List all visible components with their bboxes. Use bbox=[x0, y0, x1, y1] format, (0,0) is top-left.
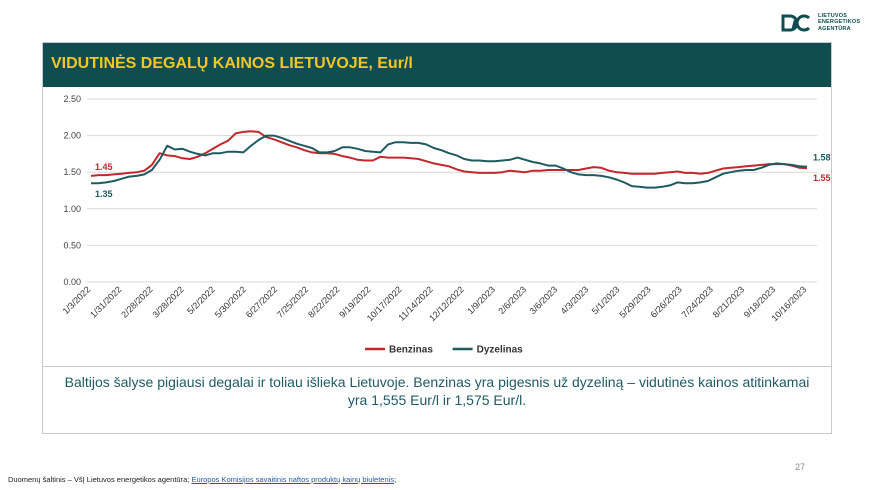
x-tick-label: 5/1/2023 bbox=[590, 284, 622, 316]
x-tick-label: 7/24/2023 bbox=[680, 284, 715, 319]
logo-text-line1: LIETUVOS bbox=[818, 13, 848, 19]
logo-text-line3: AGENTŪRA bbox=[818, 25, 851, 32]
y-tick-label: 0.50 bbox=[63, 240, 81, 250]
start-value-label: 1.35 bbox=[95, 189, 113, 199]
x-tick-label: 4/3/2023 bbox=[559, 284, 591, 316]
x-tick-label: 8/21/2023 bbox=[711, 284, 746, 319]
agency-logo: LIETUVOS ENERGETIKOS AGENTŪRA bbox=[781, 10, 860, 40]
x-tick-label: 1/9/2023 bbox=[465, 284, 497, 316]
y-tick-label: 2.00 bbox=[63, 131, 81, 141]
divider bbox=[43, 366, 831, 367]
x-tick-label: 2/6/2023 bbox=[496, 284, 528, 316]
x-tick-label: 3/6/2023 bbox=[528, 284, 560, 316]
x-tick-label: 5/2/2022 bbox=[185, 284, 217, 316]
legend-label: Dyzelinas bbox=[477, 345, 524, 356]
x-tick-label: 5/30/2022 bbox=[213, 284, 248, 319]
x-tick-label: 7/25/2022 bbox=[275, 284, 310, 319]
logo-text-line2: ENERGETIKOS bbox=[818, 19, 861, 26]
y-tick-label: 1.00 bbox=[63, 204, 81, 214]
y-tick-label: 2.50 bbox=[63, 94, 81, 104]
end-value-label: 1.55 bbox=[813, 173, 831, 183]
series-line-benzinas bbox=[90, 130, 808, 177]
x-tick-label: 5/29/2023 bbox=[617, 284, 652, 319]
page-number: 27 bbox=[795, 462, 806, 472]
source-link[interactable]: Europos Komisijos savaitinis naftos prod… bbox=[191, 475, 395, 484]
summary-note: Baltijos šalyse pigiausi degalai ir toli… bbox=[64, 374, 810, 408]
page-title: VIDUTINĖS DEGALŲ KAINOS LIETUVOJE, Eur/l bbox=[51, 55, 413, 72]
x-tick-label: 2/28/2022 bbox=[119, 284, 154, 319]
series-line-dyzelinas bbox=[91, 134, 808, 189]
panel-header: VIDUTINĖS DEGALŲ KAINOS LIETUVOJE, Eur/l bbox=[43, 43, 831, 87]
x-tick-label: 3/28/2022 bbox=[150, 284, 185, 319]
x-tick-label: 8/22/2022 bbox=[306, 284, 341, 319]
source-prefix: Duomenų šaltinis – VšĮ Lietuvos energeti… bbox=[8, 475, 190, 484]
y-tick-label: 1.50 bbox=[63, 167, 81, 177]
y-tick-label: 0.00 bbox=[63, 277, 81, 287]
source-suffix: ; bbox=[394, 475, 397, 484]
x-tick-label: 1/3/2022 bbox=[61, 284, 93, 316]
x-tick-label: 6/27/2022 bbox=[244, 284, 279, 319]
start-value-label: 1.45 bbox=[95, 162, 113, 172]
logo-mark-icon bbox=[781, 14, 811, 32]
fuel-price-chart: 0.00 0.50 1.00 1.50 2.00 2.50 1/3/20221/31/202… bbox=[61, 94, 831, 356]
end-value-label: 1.58 bbox=[813, 153, 831, 163]
chart-panel: VIDUTINĖS DEGALŲ KAINOS LIETUVOJE, Eur/l… bbox=[42, 42, 832, 434]
x-tick-label: 6/26/2023 bbox=[649, 284, 684, 319]
source-note: Duomenų šaltinis – VšĮ Lietuvos energeti… bbox=[8, 475, 396, 484]
x-tick-label: 1/31/2022 bbox=[88, 284, 123, 319]
legend-label: Benzinas bbox=[389, 345, 433, 356]
